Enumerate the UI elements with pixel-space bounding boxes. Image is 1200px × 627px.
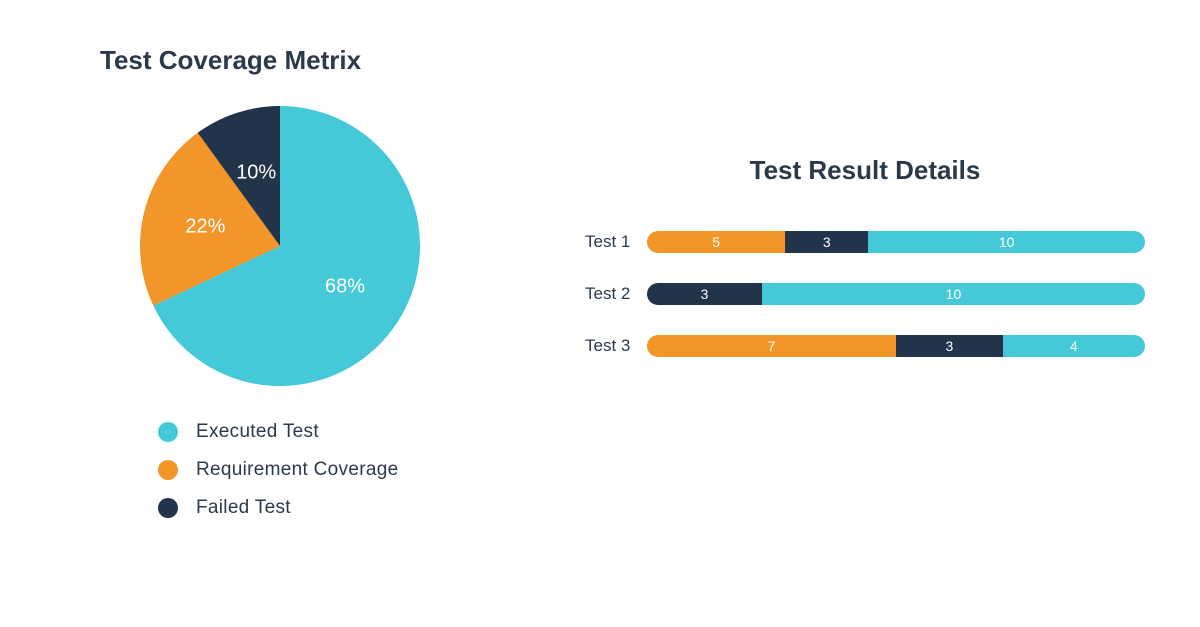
pie-chart: 68% 22% 10% xyxy=(140,106,420,386)
legend-label: Requirement Coverage xyxy=(196,459,398,481)
bar-segment: 3 xyxy=(647,283,762,305)
bar-row: Test 2310 xyxy=(585,283,1145,305)
legend-swatch xyxy=(158,498,178,518)
legend-label: Failed Test xyxy=(196,497,291,519)
bar-track: 5310 xyxy=(647,231,1145,253)
bar-row-label: Test 2 xyxy=(585,284,647,304)
bar-chart-title: Test Result Details xyxy=(585,155,1145,186)
legend-item: Failed Test xyxy=(158,497,520,519)
bar-segment: 4 xyxy=(1003,335,1145,357)
bar-track: 310 xyxy=(647,283,1145,305)
bar-segment: 10 xyxy=(762,283,1145,305)
pie-slice-label: 68% xyxy=(325,276,365,299)
bar-segment: 5 xyxy=(647,231,785,253)
bar-segment: 10 xyxy=(868,231,1145,253)
pie-chart-title: Test Coverage Metrix xyxy=(100,45,520,76)
bar-segment: 3 xyxy=(896,335,1003,357)
pie-slice-label: 22% xyxy=(185,215,225,238)
pie-chart-panel: Test Coverage Metrix 68% 22% 10% Executed … xyxy=(100,45,520,535)
legend-item: Requirement Coverage xyxy=(158,459,520,481)
bar-row: Test 3734 xyxy=(585,335,1145,357)
bar-rows: Test 15310Test 2310Test 3734 xyxy=(585,231,1145,357)
bar-segment: 3 xyxy=(785,231,868,253)
pie-chart-svg xyxy=(140,106,420,386)
pie-legend: Executed Test Requirement Coverage Failed … xyxy=(158,421,520,519)
legend-swatch xyxy=(158,422,178,442)
bar-track: 734 xyxy=(647,335,1145,357)
legend-label: Executed Test xyxy=(196,421,319,443)
bar-segment: 7 xyxy=(647,335,896,357)
pie-slice-label: 10% xyxy=(236,161,276,184)
legend-swatch xyxy=(158,460,178,480)
bar-row: Test 15310 xyxy=(585,231,1145,253)
bar-row-label: Test 1 xyxy=(585,232,647,252)
bar-chart-panel: Test Result Details Test 15310Test 2310T… xyxy=(585,155,1145,387)
legend-item: Executed Test xyxy=(158,421,520,443)
bar-row-label: Test 3 xyxy=(585,336,647,356)
